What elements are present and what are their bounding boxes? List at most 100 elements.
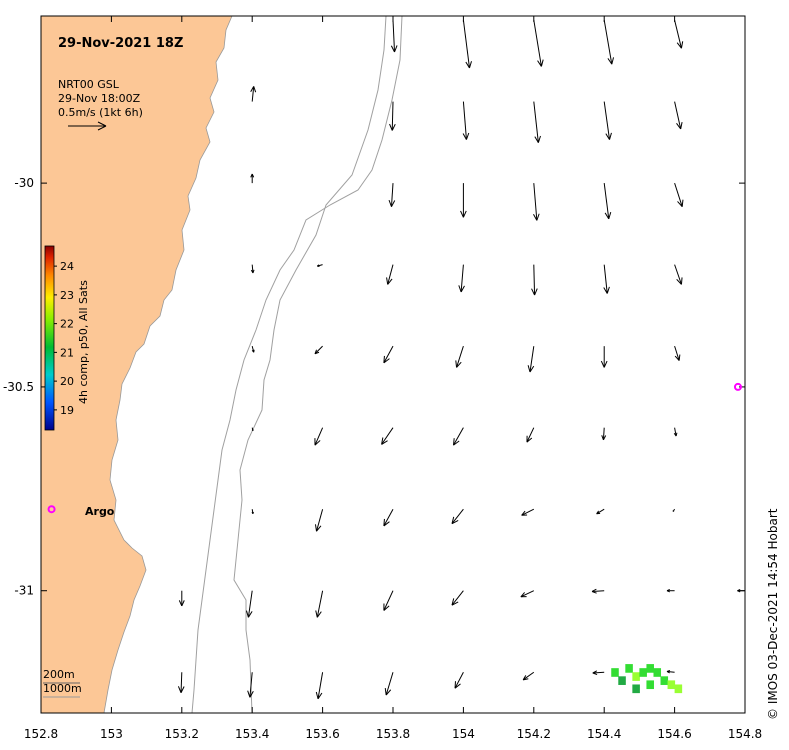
current-vector (250, 173, 255, 184)
colorbar-tick-label: 24 (60, 260, 74, 273)
argo-label: Argo (85, 505, 115, 518)
current-vector (316, 264, 323, 267)
current-vector (531, 264, 538, 296)
x-tick-label: 153.8 (376, 727, 410, 741)
current-vector (462, 101, 470, 140)
current-vector (674, 182, 684, 208)
current-vector (674, 264, 683, 285)
current-vector (177, 672, 185, 693)
current-vector (390, 20, 398, 53)
colorbar-tick-label: 19 (60, 404, 74, 417)
current-vector (533, 101, 541, 143)
current-vector (674, 346, 681, 361)
y-tick-label: -31 (14, 584, 34, 598)
current-vector (533, 19, 544, 67)
current-vector (603, 183, 612, 220)
current-vector (526, 427, 535, 443)
x-tick-label: 154.2 (517, 727, 551, 741)
current-vector (250, 86, 257, 102)
x-tick-label: 153 (100, 727, 123, 741)
colorbar-tick-label: 20 (60, 375, 74, 388)
current-vector (672, 508, 676, 512)
scale-arrow-icon (68, 121, 107, 131)
sst-pixel (611, 668, 619, 677)
current-vector (521, 508, 535, 516)
current-vector (315, 672, 324, 700)
sst-pixel (625, 664, 633, 673)
current-vector (314, 427, 324, 446)
current-vector (245, 590, 253, 618)
x-tick-label: 153.2 (165, 727, 199, 741)
x-axis: 152.8 153 153.2 153.4 153.6 153.8 154 154.2 154.… (24, 16, 762, 741)
current-vectors (177, 19, 745, 700)
x-tick-label: 153.6 (305, 727, 339, 741)
current-vector (596, 508, 605, 515)
current-vector (451, 508, 464, 525)
current-vector (603, 101, 612, 140)
current-vector (178, 590, 185, 607)
current-vector (591, 588, 605, 594)
current-vector (384, 672, 394, 696)
argo-float-marker[interactable] (47, 505, 56, 514)
current-vector (381, 427, 394, 445)
depth-label-200: 200m (43, 668, 75, 681)
sst-pixel (639, 668, 647, 677)
x-tick-label: 154.8 (728, 727, 762, 741)
x-tick-label: 154 (452, 727, 475, 741)
current-vector (451, 590, 464, 606)
current-vector (250, 264, 255, 274)
current-vector (522, 671, 535, 681)
product-time: 29-Nov 18:00Z (58, 92, 141, 105)
land-mass (41, 16, 233, 713)
colorbar-tick-label: 22 (60, 318, 74, 331)
current-vector (251, 346, 255, 353)
colorbar-tick-label: 21 (60, 346, 74, 359)
x-tick-label: 153.4 (235, 727, 269, 741)
current-vector (455, 346, 464, 368)
current-vector (527, 346, 535, 373)
current-vector (314, 509, 324, 532)
current-vector (251, 509, 254, 515)
sst-pixel (674, 684, 683, 694)
current-vector (674, 101, 683, 130)
y-axis: -30 -30.5 -31 (3, 176, 745, 598)
current-vector (674, 19, 684, 49)
depth-label-1000: 1000m (43, 682, 82, 695)
current-vector (533, 183, 540, 221)
current-vector (251, 427, 254, 432)
current-vector (601, 427, 607, 441)
colorbar-tick-label: 23 (60, 289, 74, 302)
isobath-1000m (191, 16, 403, 713)
current-vector (603, 19, 615, 65)
current-vector (666, 670, 675, 674)
current-vector (383, 508, 394, 527)
y-tick-label: -30.5 (3, 380, 34, 394)
x-tick-label: 154.4 (587, 727, 621, 741)
isobath-200m (233, 16, 387, 713)
current-vector (600, 346, 608, 368)
current-vector (603, 264, 610, 294)
sst-pixel (653, 668, 662, 677)
argo-float-marker[interactable] (733, 382, 742, 391)
current-vector (462, 20, 472, 69)
current-vector (453, 427, 464, 446)
current-vector (388, 183, 396, 207)
current-vector (247, 672, 254, 698)
x-tick-label: 152.8 (24, 727, 58, 741)
current-vector (460, 183, 467, 218)
product-label: NRT00 GSL (58, 78, 120, 91)
sst-pixel (660, 676, 669, 685)
current-vector (383, 590, 394, 611)
map-title: 29-Nov-2021 18Z (58, 36, 183, 51)
sst-pixel (646, 680, 654, 690)
sst-pixels (611, 664, 683, 694)
colorbar-gradient (44, 245, 55, 431)
sst-pixel (632, 684, 640, 694)
current-vector (458, 264, 465, 293)
argo-floats[interactable] (47, 382, 742, 514)
sst-pixel (618, 676, 626, 685)
watermark: © IMOS 03-Dec-2021 14:54 Hobart (766, 508, 780, 720)
current-vector (666, 589, 675, 593)
current-vector (673, 427, 678, 437)
